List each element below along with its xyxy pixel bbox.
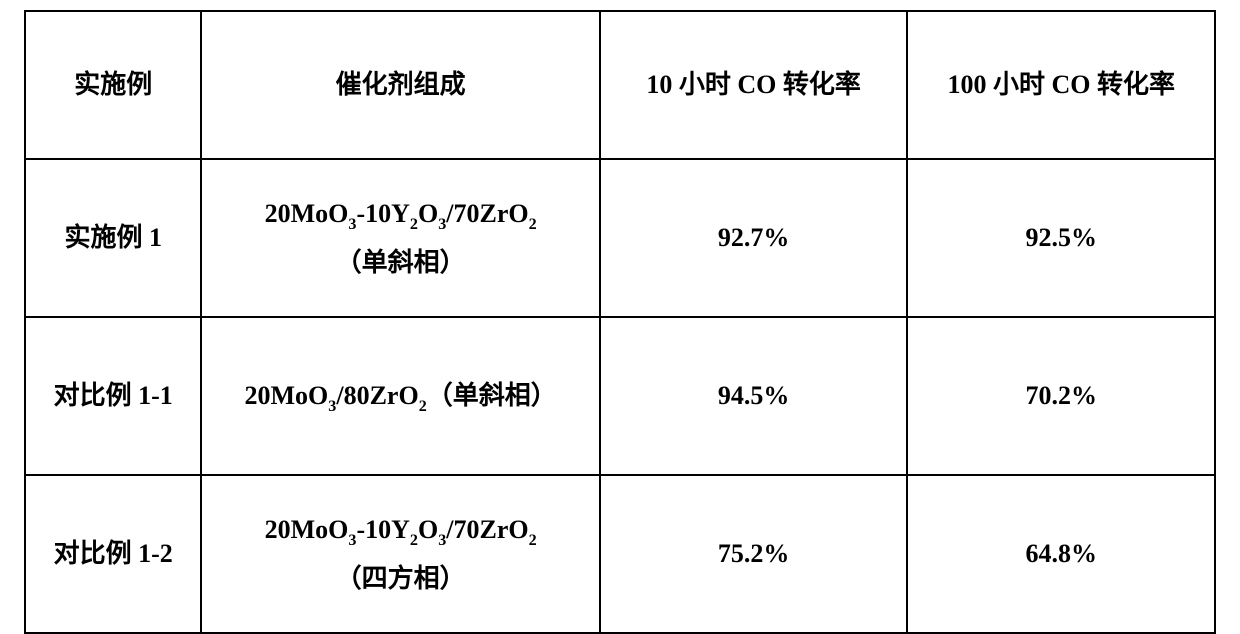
cell-co-100h: 70.2% xyxy=(907,317,1215,475)
cell-co-10h: 94.5% xyxy=(600,317,908,475)
table-row: 对比例 1-2 20MoO3-10Y2O3/70ZrO2（四方相） 75.2% … xyxy=(25,475,1215,633)
table-header-row: 实施例 催化剂组成 10 小时 CO 转化率 100 小时 CO 转化率 xyxy=(25,11,1215,159)
col-header-example: 实施例 xyxy=(25,11,201,159)
col-header-co-100h: 100 小时 CO 转化率 xyxy=(907,11,1215,159)
cell-co-10h: 92.7% xyxy=(600,159,908,317)
table-row: 实施例 1 20MoO3-10Y2O3/70ZrO2（单斜相） 92.7% 92… xyxy=(25,159,1215,317)
cell-composition: 20MoO3-10Y2O3/70ZrO2（四方相） xyxy=(201,475,599,633)
cell-example: 实施例 1 xyxy=(25,159,201,317)
table-row: 对比例 1-1 20MoO3/80ZrO2（单斜相） 94.5% 70.2% xyxy=(25,317,1215,475)
col-header-co-10h: 10 小时 CO 转化率 xyxy=(600,11,908,159)
cell-co-100h: 64.8% xyxy=(907,475,1215,633)
catalyst-conversion-table: 实施例 催化剂组成 10 小时 CO 转化率 100 小时 CO 转化率 实施例… xyxy=(24,10,1216,634)
col-header-composition: 催化剂组成 xyxy=(201,11,599,159)
page: 实施例 催化剂组成 10 小时 CO 转化率 100 小时 CO 转化率 实施例… xyxy=(0,0,1240,557)
cell-co-10h: 75.2% xyxy=(600,475,908,633)
cell-example: 对比例 1-1 xyxy=(25,317,201,475)
cell-co-100h: 92.5% xyxy=(907,159,1215,317)
cell-composition: 20MoO3/80ZrO2（单斜相） xyxy=(201,317,599,475)
cell-example: 对比例 1-2 xyxy=(25,475,201,633)
cell-composition: 20MoO3-10Y2O3/70ZrO2（单斜相） xyxy=(201,159,599,317)
